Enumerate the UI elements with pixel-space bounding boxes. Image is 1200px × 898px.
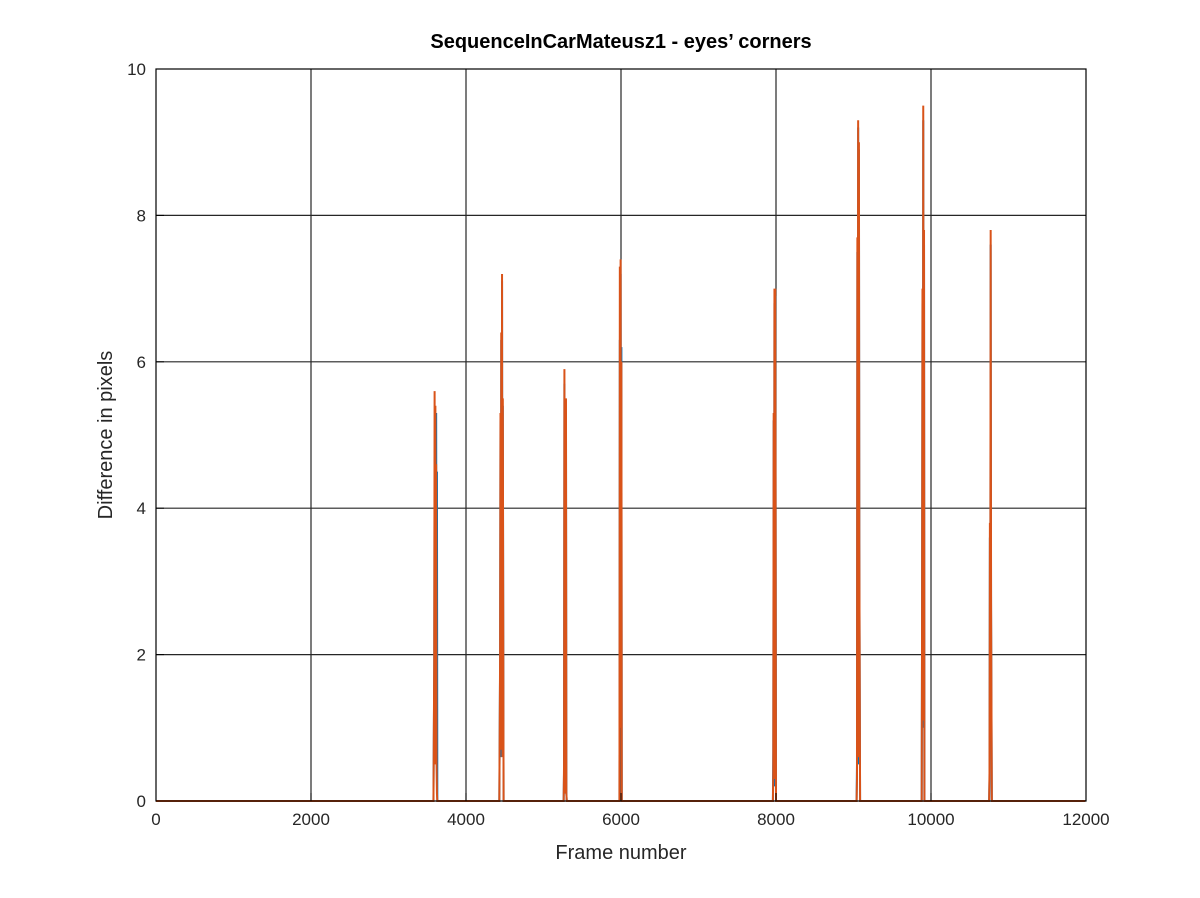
tick-marks (155, 68, 1087, 802)
tick-labels: 0 2000 4000 6000 8000 10000 12000 0 2 4 6 8 10 (127, 60, 1110, 829)
series-layer (156, 105, 1086, 802)
x-tick-label: 10000 (907, 810, 954, 829)
y-tick-label: 6 (137, 353, 146, 372)
series-line-2 (156, 105, 1086, 802)
chart-title: SequenceInCarMateusz1 - eyes’ corners (430, 31, 811, 53)
x-axis-label: Frame number (555, 842, 686, 864)
y-tick-label: 10 (127, 60, 146, 79)
x-tick-label: 0 (151, 810, 160, 829)
x-tick-label: 4000 (447, 810, 485, 829)
y-axis-label: Difference in pixels (95, 351, 117, 520)
x-tick-label: 12000 (1062, 810, 1109, 829)
x-tick-label: 6000 (602, 810, 640, 829)
x-tick-label: 2000 (292, 810, 330, 829)
y-tick-label: 2 (137, 646, 146, 665)
y-tick-label: 8 (137, 206, 146, 225)
x-tick-label: 8000 (757, 810, 795, 829)
y-tick-label: 4 (137, 499, 146, 518)
y-tick-label: 0 (137, 792, 146, 811)
